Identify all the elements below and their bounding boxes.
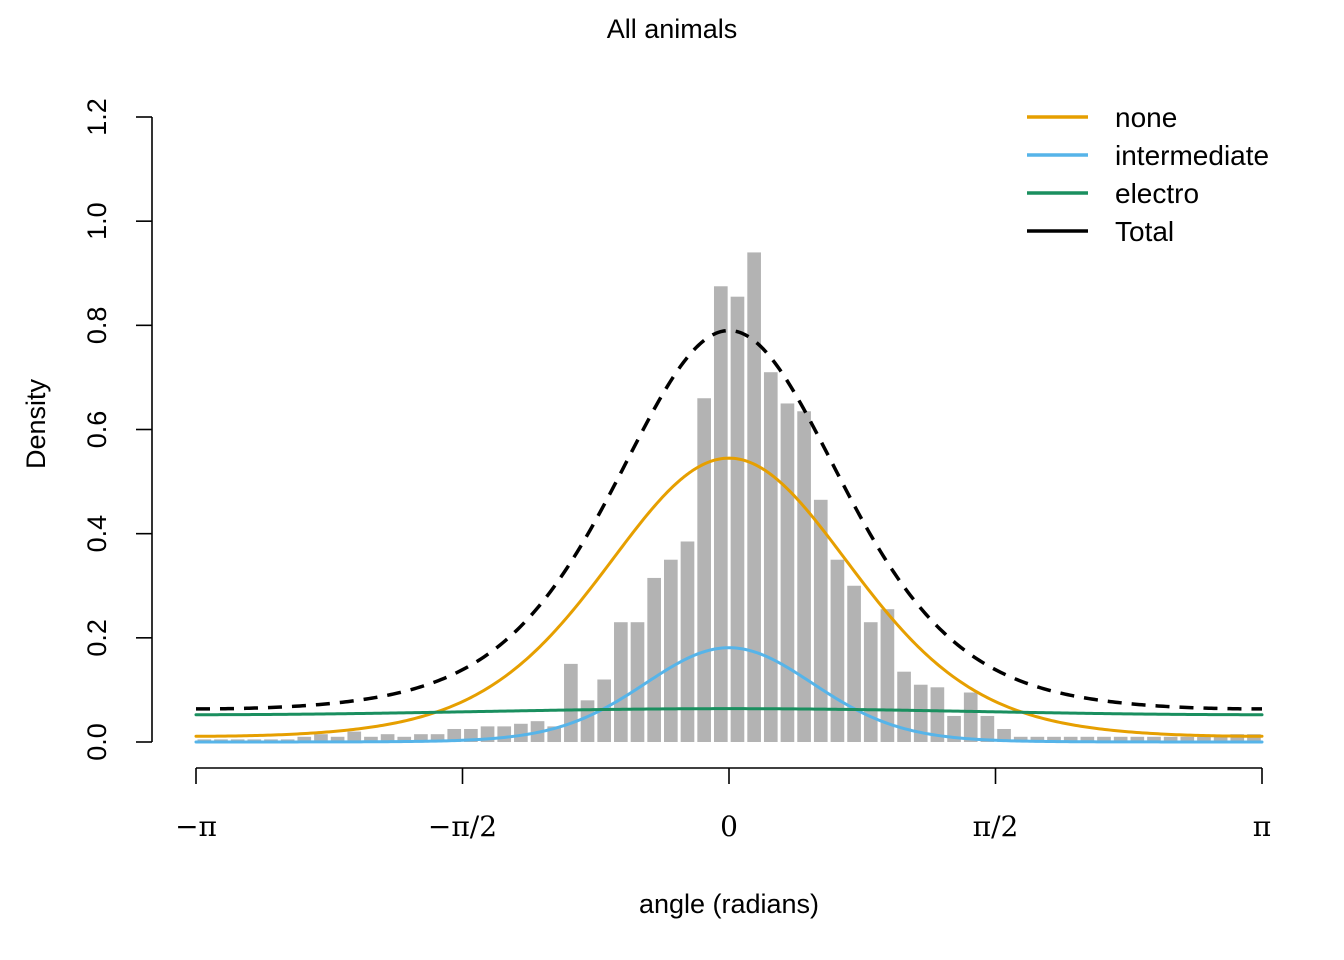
histogram-bar <box>1213 736 1228 742</box>
y-tick-label: 0.0 <box>82 723 112 761</box>
histogram-bar <box>430 734 445 742</box>
series-line-electro <box>194 707 1264 717</box>
legend-label: intermediate <box>1115 140 1269 171</box>
histogram-bar <box>1097 736 1111 742</box>
histogram-bar <box>497 726 512 743</box>
histogram-bar <box>797 411 811 742</box>
histogram-bar <box>830 559 845 742</box>
histogram-bar <box>630 622 645 742</box>
histogram-bar <box>1063 736 1078 742</box>
histogram-bar <box>380 734 395 742</box>
histogram-bar <box>963 692 978 742</box>
y-tick-label: 1.0 <box>82 202 112 240</box>
histogram-bar <box>847 585 861 742</box>
legend-label: electro <box>1115 178 1199 209</box>
histogram-bar <box>1163 736 1178 742</box>
y-tick-label: 0.8 <box>82 307 112 345</box>
x-tick-label: −π/2 <box>428 810 497 843</box>
histogram-bar <box>1197 736 1211 742</box>
y-tick-label: 0.2 <box>82 619 112 657</box>
series-line-none <box>194 456 1264 738</box>
y-axis-label: Density <box>21 378 51 469</box>
series-line-intermediate <box>194 646 1264 744</box>
histogram-bar <box>863 622 878 742</box>
y-axis: 0.0 0.2 0.4 0.6 0.8 1.0 1.2 <box>82 98 153 761</box>
legend-label: none <box>1115 102 1177 133</box>
histogram-bar <box>414 734 428 742</box>
x-tick-label: 0 <box>720 810 738 843</box>
histogram-bar <box>697 398 711 742</box>
histogram-bar <box>980 715 995 742</box>
histogram-bar <box>947 715 961 742</box>
histogram-bar <box>747 252 761 743</box>
histogram-bar <box>913 684 928 742</box>
histogram-bar <box>614 622 628 742</box>
y-tick-label: 0.4 <box>82 515 112 553</box>
chart-title: All animals <box>607 14 738 44</box>
histogram-bar <box>364 736 378 742</box>
histogram-bar <box>997 728 1011 742</box>
histogram-bar <box>1130 736 1145 742</box>
histogram-bar <box>1113 736 1128 742</box>
histogram-bar <box>514 723 528 742</box>
histogram-bar <box>664 559 678 742</box>
histogram-bar <box>713 286 728 742</box>
x-tick-label: π <box>1253 810 1271 843</box>
histogram-bar <box>647 577 661 742</box>
histogram-bar <box>1013 736 1028 742</box>
density-curves <box>194 328 1264 744</box>
histogram-bar <box>780 403 795 742</box>
x-axis: −π −π/2 0 π/2 π <box>175 767 1271 843</box>
chart-legend: none intermediate electro Total <box>1027 102 1269 247</box>
legend-label: Total <box>1115 216 1174 247</box>
histogram-bar <box>564 663 578 743</box>
histogram-bar <box>897 671 911 742</box>
histogram-bar <box>1047 736 1061 742</box>
histogram-bar <box>1247 734 1261 742</box>
y-tick-label: 0.6 <box>82 411 112 449</box>
histogram-bar <box>397 736 412 742</box>
x-tick-label: π/2 <box>973 810 1019 843</box>
histogram-bars <box>197 252 1261 743</box>
x-axis-label: angle (radians) <box>639 889 819 919</box>
histogram-bar <box>1080 736 1095 742</box>
histogram-bar <box>763 372 778 742</box>
histogram-bar <box>314 734 328 742</box>
histogram-bar <box>813 499 828 742</box>
histogram-bar <box>1147 736 1161 742</box>
y-tick-label: 1.2 <box>82 98 112 136</box>
histogram-bar <box>580 700 595 742</box>
histogram-bar <box>447 728 462 742</box>
histogram-bar <box>330 736 345 742</box>
histogram-bar <box>297 736 312 742</box>
histogram-bar <box>680 541 695 742</box>
histogram-bar <box>1230 734 1245 742</box>
histogram-bar <box>1030 736 1045 742</box>
x-tick-label: −π <box>175 810 217 843</box>
histogram-bar <box>930 687 945 742</box>
histogram-bar <box>730 296 745 742</box>
histogram-bar <box>347 731 362 742</box>
histogram-bar <box>1180 736 1195 742</box>
series-line-total <box>196 328 1262 711</box>
